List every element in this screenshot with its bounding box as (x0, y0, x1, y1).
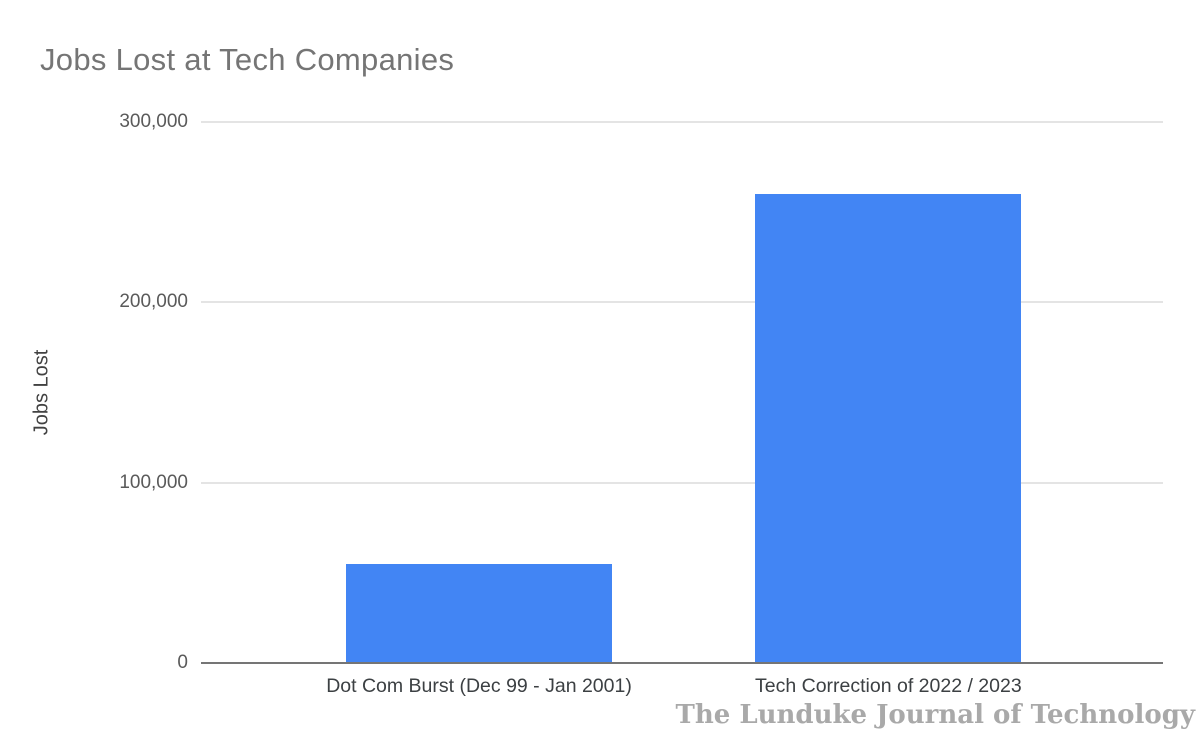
bar-2 (755, 194, 1022, 663)
plot-area (201, 121, 1163, 664)
x-axis-baseline (201, 662, 1163, 664)
y-tick-label: 200,000 (119, 291, 188, 313)
y-tick-label: 100,000 (119, 471, 188, 493)
gridline (201, 301, 1163, 304)
x-category-label: Tech Correction of 2022 / 2023 (755, 675, 1022, 697)
y-tick-label: 300,000 (119, 111, 188, 132)
gridline (201, 121, 1163, 123)
gridline (201, 481, 1163, 484)
bar-1 (346, 563, 613, 663)
watermark-text: The Lunduke Journal of Technology (675, 700, 1195, 730)
x-category-label: Dot Com Burst (Dec 99 - Jan 2001) (326, 675, 632, 697)
chart-title: Jobs Lost at Tech Companies (40, 42, 455, 77)
y-tick-label: 0 (177, 652, 188, 673)
